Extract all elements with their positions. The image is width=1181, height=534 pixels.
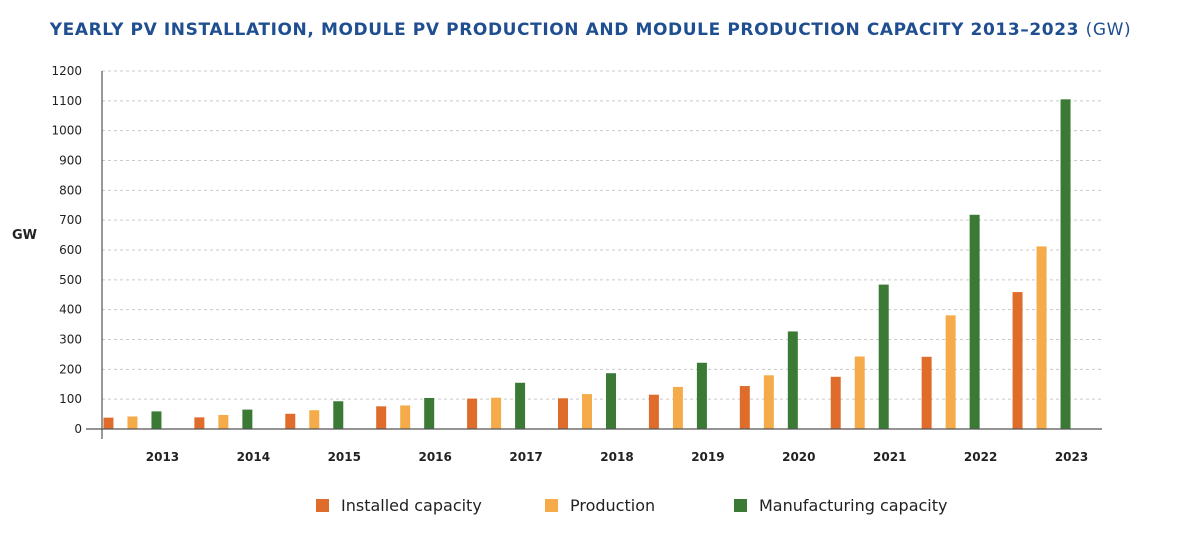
bar-production-2015 (309, 410, 320, 429)
legend-item-installed: Installed capacity (316, 496, 482, 515)
bar-installed-capacity-2015 (285, 413, 296, 429)
x-tick-label: 2020 (782, 450, 815, 464)
x-tick-label: 2013 (146, 450, 179, 464)
y-axis-ticks: 0 100 200 300 400 500 600 700 800 900 1000 1100 1200 (51, 64, 82, 436)
chart-title: YEARLY PV INSTALLATION, MODULE PV PRODUC… (0, 20, 1181, 40)
axes (86, 71, 1102, 439)
bar-installed-capacity-2017 (467, 398, 478, 429)
legend-item-manufacturing: Manufacturing capacity (734, 496, 948, 515)
x-axis-ticks: 2013 2014 2015 2016 2017 2018 2019 2020 2021 2022… (146, 450, 1088, 464)
bar-installed-capacity-2014 (194, 417, 205, 429)
x-tick-label: 2019 (691, 450, 724, 464)
y-tick-label: 400 (59, 303, 82, 317)
bar-manufacturing-capacity-2021 (878, 284, 889, 429)
x-tick-label: 2016 (418, 450, 451, 464)
x-tick-label: 2015 (328, 450, 361, 464)
y-tick-label: 800 (59, 183, 82, 197)
bar-production-2018 (582, 394, 592, 429)
legend: Installed capacity Production Manufactur… (0, 496, 1181, 522)
bar-manufacturing-capacity-2022 (969, 214, 980, 429)
bar-installed-capacity-2019 (648, 394, 659, 429)
legend-swatch-installed (316, 499, 329, 512)
grid-lines (102, 70, 1102, 400)
bar-manufacturing-capacity-2023 (1060, 99, 1071, 429)
bar-production-2020 (763, 375, 774, 429)
y-tick-label: 1200 (51, 64, 82, 78)
bar-installed-capacity-2022 (921, 356, 932, 429)
bar-manufacturing-capacity-2014 (242, 409, 253, 429)
x-tick-label: 2014 (237, 450, 270, 464)
bar-production-2021 (854, 356, 865, 429)
legend-item-production: Production (545, 496, 655, 515)
legend-label-installed: Installed capacity (341, 496, 482, 515)
legend-label-manufacturing: Manufacturing capacity (759, 496, 948, 515)
x-tick-label: 2017 (509, 450, 542, 464)
bar-installed-capacity-2016 (376, 406, 387, 429)
bar-production-2014 (218, 414, 229, 429)
bar-manufacturing-capacity-2020 (787, 331, 798, 429)
bar-installed-capacity-2021 (830, 376, 841, 429)
bar-manufacturing-capacity-2016 (424, 397, 435, 429)
bar-production-2023 (1036, 246, 1047, 429)
y-tick-label: 500 (59, 273, 82, 287)
y-tick-label: 1100 (51, 94, 82, 108)
x-tick-label: 2018 (600, 450, 633, 464)
y-tick-label: 0 (74, 422, 82, 436)
bar-installed-capacity-2018 (558, 398, 568, 429)
legend-label-production: Production (570, 496, 656, 515)
bars (103, 99, 1071, 429)
bar-production-2022 (945, 315, 956, 429)
y-tick-label: 700 (59, 213, 82, 227)
bar-production-2019 (672, 386, 683, 429)
bar-manufacturing-capacity-2019 (696, 362, 707, 429)
bar-production-2017 (491, 397, 502, 429)
y-tick-label: 100 (59, 392, 82, 406)
chart-title-text: YEARLY PV INSTALLATION, MODULE PV PRODUC… (49, 20, 1080, 40)
y-tick-label: 600 (59, 243, 82, 257)
y-tick-label: 900 (59, 154, 82, 168)
x-tick-label: 2022 (964, 450, 997, 464)
x-tick-label: 2023 (1055, 450, 1088, 464)
bar-manufacturing-capacity-2013 (151, 411, 162, 429)
y-tick-label: 200 (59, 362, 82, 376)
y-tick-label: 300 (59, 333, 82, 347)
bar-production-2016 (400, 405, 411, 429)
chart-title-unit: (GW) (1085, 20, 1132, 40)
bar-manufacturing-capacity-2017 (515, 382, 526, 429)
legend-swatch-manufacturing (734, 499, 747, 512)
y-axis-label: GW (12, 228, 38, 243)
bar-installed-capacity-2023 (1012, 292, 1023, 429)
x-tick-label: 2021 (873, 450, 906, 464)
legend-swatch-production (545, 499, 558, 512)
bar-installed-capacity-2020 (739, 386, 750, 429)
bar-manufacturing-capacity-2018 (606, 373, 616, 429)
bar-production-2013 (127, 416, 138, 429)
bar-installed-capacity-2013 (103, 417, 114, 429)
y-tick-label: 1000 (51, 124, 82, 138)
bar-manufacturing-capacity-2015 (333, 401, 344, 429)
